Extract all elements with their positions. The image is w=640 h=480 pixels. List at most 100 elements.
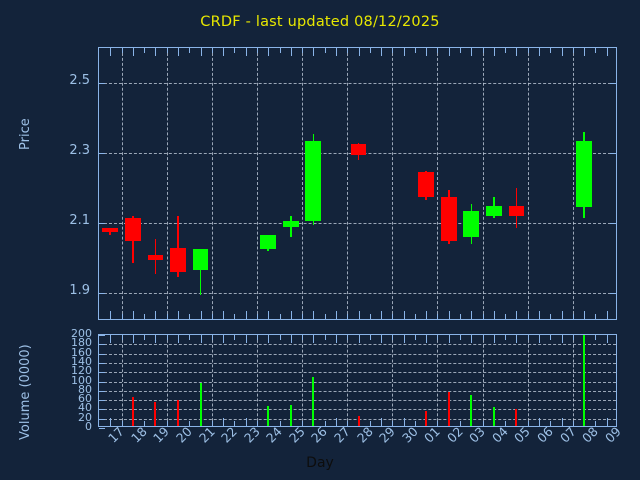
price-x-minor-tick	[121, 48, 123, 53]
volume-gridline-horizontal	[99, 353, 616, 355]
volume-x-minor-tick	[166, 335, 168, 340]
volume-gridline-vertical	[392, 335, 394, 426]
day-tick-label: 08	[579, 423, 601, 446]
price-x-minor-tick	[392, 48, 394, 53]
candle-wick	[109, 228, 112, 236]
price-x-minor-tick	[595, 314, 597, 319]
day-tick-label: 19	[150, 423, 173, 446]
price-gridline-horizontal	[99, 223, 616, 224]
day-tick-label: 03	[466, 423, 489, 446]
volume-x-minor-tick	[121, 335, 123, 340]
volume-gridline-vertical	[347, 335, 349, 426]
volume-x-minor-tick	[256, 421, 258, 426]
price-x-tick	[358, 311, 360, 319]
price-x-minor-tick	[279, 48, 281, 53]
volume-gridline-vertical	[527, 335, 529, 426]
price-x-minor-tick	[527, 314, 529, 319]
volume-x-tick	[539, 418, 541, 426]
price-x-tick	[606, 48, 608, 56]
volume-gridline-vertical	[302, 335, 304, 426]
volume-x-minor-tick	[121, 421, 123, 426]
volume-bar	[289, 404, 292, 426]
price-gridline-vertical	[572, 48, 574, 319]
price-x-tick	[290, 311, 292, 319]
volume-x-minor-tick	[482, 421, 484, 426]
volume-x-minor-tick	[437, 421, 439, 426]
day-tick-label: 30	[398, 423, 421, 446]
volume-x-tick	[245, 418, 247, 426]
volume-tick-label: 200	[71, 327, 92, 340]
volume-x-minor-tick	[234, 335, 236, 340]
volume-x-minor-tick	[279, 421, 281, 426]
candle-body	[463, 210, 480, 237]
price-x-minor-tick	[256, 48, 258, 53]
volume-x-minor-tick	[437, 335, 439, 340]
volume-x-minor-tick	[369, 335, 371, 340]
candle-body	[418, 172, 435, 197]
volume-bar	[425, 410, 428, 426]
price-plot-area	[98, 47, 617, 320]
candle-body	[147, 254, 164, 260]
volume-x-minor-tick	[550, 421, 552, 426]
volume-x-tick	[561, 418, 563, 426]
volume-tick	[99, 418, 105, 420]
volume-bar	[131, 397, 134, 426]
volume-tick-label: 120	[71, 364, 92, 378]
volume-gridline-vertical	[256, 335, 258, 426]
volume-axis-label: Volume (0000)	[18, 344, 33, 440]
price-x-minor-tick	[595, 48, 597, 53]
volume-x-tick	[223, 335, 225, 343]
price-x-tick	[381, 311, 383, 319]
price-x-minor-tick	[460, 314, 462, 319]
volume-x-minor-tick	[414, 421, 416, 426]
volume-x-minor-tick	[189, 421, 191, 426]
day-tick-label: 21	[195, 423, 218, 446]
volume-x-minor-tick	[572, 421, 574, 426]
price-x-minor-tick	[414, 314, 416, 319]
volume-x-tick	[358, 335, 360, 343]
volume-gridline-horizontal	[99, 409, 616, 411]
volume-x-minor-tick	[347, 335, 349, 340]
price-x-tick	[471, 48, 473, 56]
price-x-minor-tick	[460, 48, 462, 53]
price-x-minor-tick	[550, 314, 552, 319]
volume-x-tick	[110, 335, 112, 343]
volume-bar	[492, 406, 495, 426]
volume-tick-label: 60	[78, 392, 92, 406]
price-tick	[99, 293, 105, 294]
volume-tick	[99, 335, 105, 336]
price-gridline-vertical	[527, 48, 529, 319]
volume-tick-label: 100	[71, 373, 92, 387]
price-tick-label: 2.5	[69, 73, 90, 88]
volume-bar	[176, 400, 179, 426]
volume-x-tick	[403, 418, 405, 426]
chart-title: CRDF - last updated 08/12/2025	[200, 14, 440, 30]
price-x-tick	[584, 311, 586, 319]
day-tick-label: 02	[443, 423, 466, 446]
volume-tick-label: 40	[78, 401, 92, 415]
volume-x-minor-tick	[211, 421, 213, 426]
volume-x-tick	[335, 418, 337, 426]
price-x-minor-tick	[324, 48, 326, 53]
volume-x-minor-tick	[482, 335, 484, 340]
price-x-minor-tick	[302, 48, 304, 53]
candle-body	[508, 205, 525, 216]
volume-bar	[583, 334, 586, 426]
price-x-minor-tick	[121, 314, 123, 319]
day-tick-label: 20	[172, 423, 195, 446]
price-x-minor-tick	[482, 48, 484, 53]
price-x-tick	[245, 48, 247, 56]
volume-x-minor-tick	[234, 421, 236, 426]
volume-x-minor-tick	[505, 335, 507, 340]
price-x-minor-tick	[482, 314, 484, 319]
price-x-tick	[110, 48, 112, 56]
volume-tick-label: 180	[71, 336, 92, 350]
candle-body	[282, 221, 299, 227]
price-x-tick	[200, 48, 202, 56]
volume-tick	[99, 353, 105, 355]
candle-body	[485, 205, 502, 216]
price-x-tick	[177, 311, 179, 319]
volume-gridline-horizontal	[99, 400, 616, 402]
volume-tick	[99, 362, 105, 364]
price-x-minor-tick	[527, 48, 529, 53]
